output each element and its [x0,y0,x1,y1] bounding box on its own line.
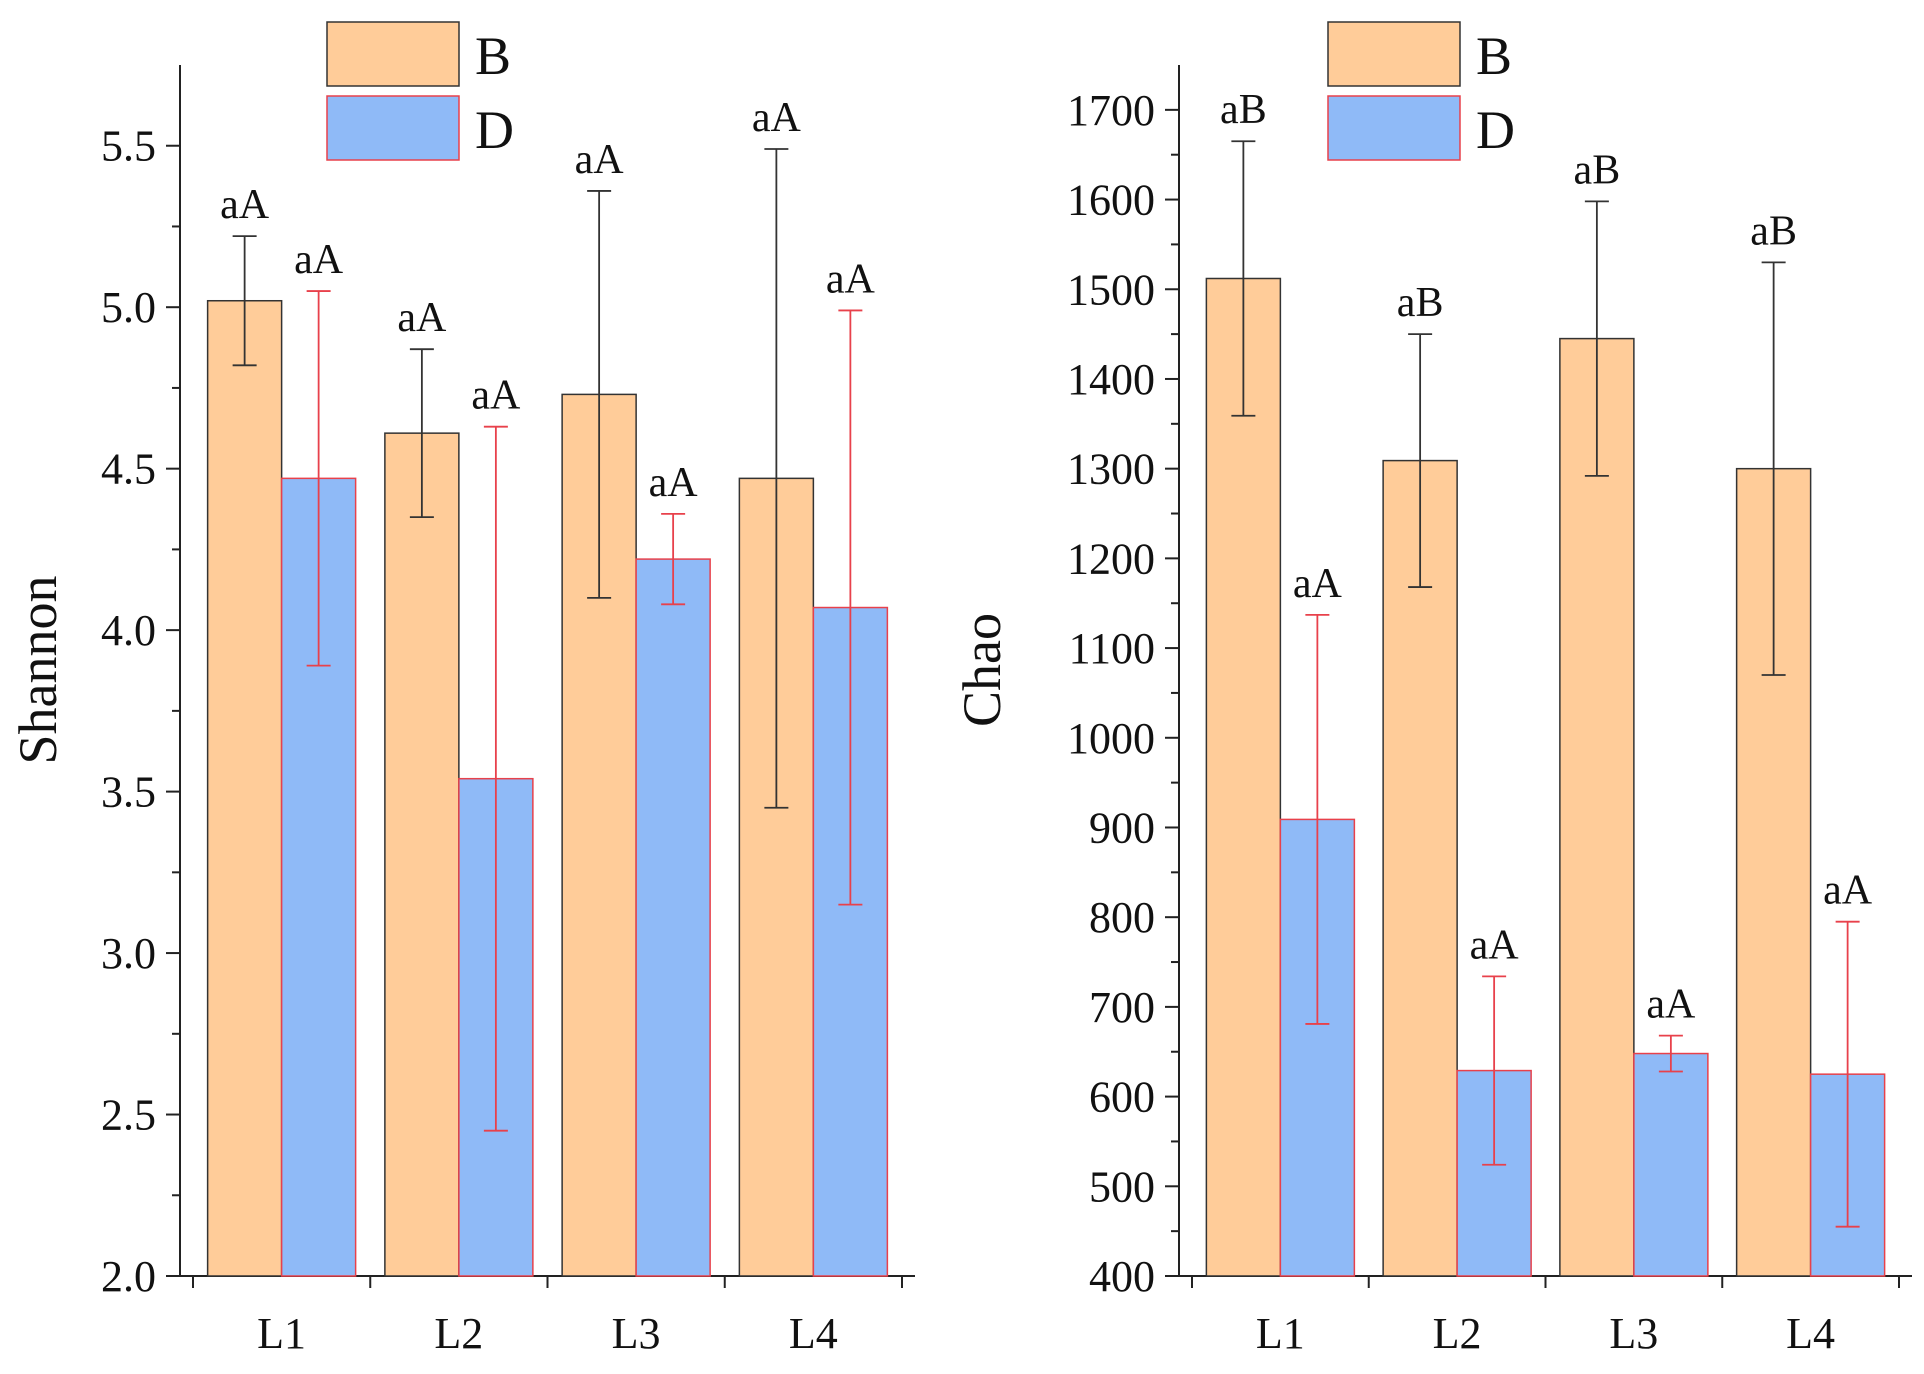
legend-label-D: D [475,100,514,160]
bar-D-L3 [1633,1052,1709,1277]
y-tick-label: 4.5 [101,445,156,494]
legend-label-B: B [1476,26,1512,86]
significance-label-D-L1: aA [1293,561,1343,607]
significance-label-B-L3: aA [575,137,625,183]
legend-swatch-B [1327,21,1461,87]
significance-label-B-L4: aA [752,95,802,141]
significance-label-B-L2: aB [1397,280,1444,326]
y-tick-label: 5.5 [101,122,156,171]
significance-label-D-L2: aA [1470,922,1520,968]
y-tick-label: 600 [1089,1073,1155,1122]
significance-label-D-L4: aA [1823,868,1873,914]
y-tick-label: 1600 [1067,176,1155,225]
y-tick-label: 700 [1089,983,1155,1032]
significance-label-D-L1: aA [294,237,344,283]
y-tick-label: 400 [1089,1252,1155,1301]
bar-B-L2 [384,432,460,1277]
y-tick-label: 2.0 [101,1252,156,1301]
x-tick-label: L4 [1786,1309,1835,1358]
y-tick-label: 3.0 [101,929,156,978]
y-tick-label: 800 [1089,893,1155,942]
y-tick-label: 3.5 [101,768,156,817]
legend-swatch-B [326,21,460,87]
bar-B-L1 [206,299,283,1277]
x-tick-label: L1 [257,1309,306,1358]
significance-label-D-L4: aA [826,256,876,302]
significance-label-B-L2: aA [397,295,447,341]
y-axis-title: Chao [952,613,1012,727]
x-tick-label: L3 [1609,1309,1658,1358]
y-tick-label: 1400 [1067,355,1155,404]
significance-label-B-L1: aA [220,182,270,228]
significance-label-D-L3: aA [649,460,699,506]
bar-B-L3 [1559,337,1635,1277]
legend-label-D: D [1476,100,1515,160]
significance-label-B-L3: aB [1574,147,1621,193]
legend-swatch-D [326,95,460,161]
significance-label-B-L4: aB [1750,208,1797,254]
x-tick-label: L2 [1433,1309,1482,1358]
y-tick-label: 1100 [1069,624,1155,673]
bar-D-L3 [635,558,711,1277]
y-axis-title: Shannon [8,576,68,765]
bar-B-L1 [1205,277,1282,1277]
x-tick-label: L1 [1256,1309,1305,1358]
x-tick-label: L3 [612,1309,661,1358]
y-tick-label: 1200 [1067,534,1155,583]
y-tick-label: 4.0 [101,606,156,655]
legend-swatch-D [1327,95,1461,161]
y-tick-label: 1500 [1067,265,1155,314]
significance-label-D-L3: aA [1646,982,1696,1028]
shannon-chart: 2.0 2.5 3.0 3.5 4.0 4.5 5.0 5.5 Shannon L1 aA aA L2 a… [8,21,915,1358]
bar-B-L2 [1382,459,1458,1277]
y-tick-label: 5.0 [101,283,156,332]
chao-chart: 400 500 600 700 800 900 1000 1100 1200 1300 1400 15… [952,21,1912,1358]
y-tick-label: 500 [1089,1162,1155,1211]
y-tick-label: 1000 [1067,714,1155,763]
significance-label-D-L2: aA [471,373,521,419]
y-tick-label: 2.5 [101,1091,156,1140]
x-tick-label: L2 [434,1309,483,1358]
y-tick-label: 1700 [1067,86,1155,135]
significance-label-B-L1: aB [1220,87,1267,133]
y-tick-label: 1300 [1067,445,1155,494]
x-tick-label: L4 [789,1309,838,1358]
legend-label-B: B [475,26,511,86]
y-tick-label: 900 [1089,803,1155,852]
